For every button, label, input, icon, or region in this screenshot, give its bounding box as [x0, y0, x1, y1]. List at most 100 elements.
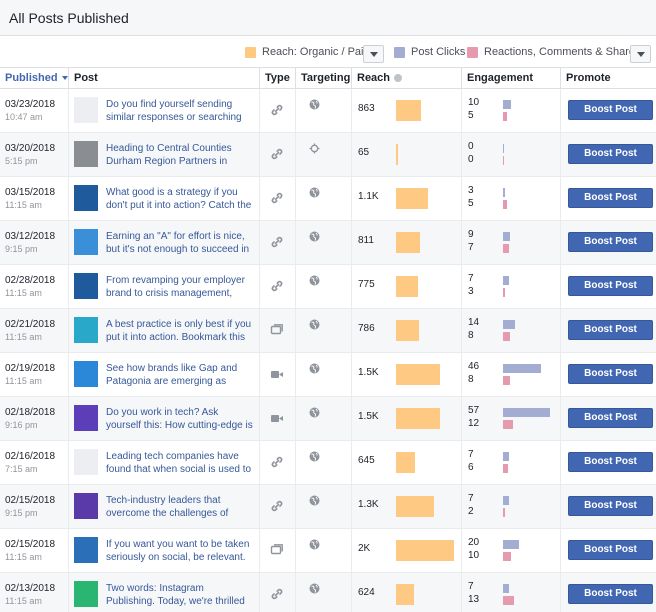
engagement-cell: 7 6	[461, 441, 560, 485]
post-clicks-value: 20	[468, 537, 480, 548]
boost-post-button[interactable]: Boost Post	[568, 100, 653, 120]
post-clicks-bar	[503, 232, 510, 241]
reach-value: 2K	[358, 543, 371, 554]
post-link[interactable]: Leading tech companies have found that w…	[106, 451, 252, 475]
promote-cell: Boost Post	[560, 89, 656, 133]
reactions-bar	[503, 288, 505, 297]
page-header: All Posts Published	[0, 0, 656, 36]
boost-post-button[interactable]: Boost Post	[568, 276, 653, 296]
reactions-value: 6	[468, 462, 474, 473]
column-header-published[interactable]: Published	[0, 68, 68, 89]
type-cell	[259, 397, 295, 441]
boost-post-button[interactable]: Boost Post	[568, 188, 653, 208]
boost-post-button[interactable]: Boost Post	[568, 584, 653, 604]
post-clicks-bar	[503, 452, 509, 461]
globe-icon	[309, 99, 320, 110]
post-thumbnail[interactable]	[74, 361, 98, 387]
post-link[interactable]: See how brands like Gap and Patagonia ar…	[106, 363, 238, 387]
post-clicks-value: 46	[468, 361, 480, 372]
post-thumbnail[interactable]	[74, 185, 98, 211]
post-cell: A best practice is only best if you put …	[68, 309, 259, 353]
post-date: 03/15/2018	[5, 187, 56, 198]
post-date: 02/21/2018	[5, 319, 56, 330]
boost-post-button[interactable]: Boost Post	[568, 496, 653, 516]
reach-cell: 1.5K	[351, 353, 461, 397]
engagement-dropdown-button[interactable]	[630, 45, 651, 63]
post-cell: Leading tech companies have found that w…	[68, 441, 259, 485]
engagement-cell: 7 13	[461, 573, 560, 612]
table-row: 03/20/2018 5:15 pm Heading to Central Co…	[0, 133, 656, 177]
post-time: 9:16 pm	[5, 420, 38, 430]
published-cell: 02/18/2018 9:16 pm	[0, 397, 68, 441]
post-thumbnail[interactable]	[74, 493, 98, 519]
boost-post-button[interactable]: Boost Post	[568, 232, 653, 252]
post-link[interactable]: Earning an "A" for effort is nice, but i…	[106, 231, 250, 255]
boost-post-button[interactable]: Boost Post	[568, 364, 653, 384]
boost-post-button[interactable]: Boost Post	[568, 540, 653, 560]
table-row: 02/28/2018 11:15 am From revamping your …	[0, 265, 656, 309]
album-icon	[270, 323, 284, 337]
engagement-cell: 9 7	[461, 221, 560, 265]
clicks-swatch	[394, 46, 405, 58]
post-time: 9:15 pm	[5, 508, 38, 518]
post-link[interactable]: Do you work in tech? Ask yourself this: …	[106, 407, 253, 431]
reactions-value: 3	[468, 286, 474, 297]
post-thumbnail[interactable]	[74, 317, 98, 343]
link-icon	[270, 455, 284, 469]
column-label: Type	[265, 72, 290, 84]
post-link[interactable]: From revamping your employer brand to cr…	[106, 275, 245, 299]
globe-icon	[309, 495, 320, 506]
post-thumbnail[interactable]	[74, 141, 98, 167]
published-cell: 02/19/2018 11:15 am	[0, 353, 68, 397]
post-clicks-bar	[503, 584, 509, 593]
post-link[interactable]: What good is a strategy if you don't put…	[106, 187, 252, 211]
type-cell	[259, 441, 295, 485]
reach-bar	[396, 232, 420, 253]
reach-cell: 863	[351, 89, 461, 133]
post-clicks-value: 0	[468, 141, 474, 152]
post-cell: Two words: Instagram Publishing. Today, …	[68, 573, 259, 612]
table-row: 03/15/2018 11:15 am What good is a strat…	[0, 177, 656, 221]
post-clicks-value: 7	[468, 449, 474, 460]
post-link[interactable]: If you want you want to be taken serious…	[106, 539, 250, 563]
post-thumbnail[interactable]	[74, 581, 98, 607]
legend-reactions-label: Reactions, Comments & Shares	[484, 46, 641, 58]
reactions-value: 8	[468, 374, 474, 385]
link-icon	[270, 191, 284, 205]
table-row: 02/16/2018 7:15 am Leading tech companie…	[0, 441, 656, 485]
legend-clicks: Post Clicks	[394, 46, 465, 58]
reach-bar	[396, 540, 454, 561]
post-thumbnail[interactable]	[74, 405, 98, 431]
boost-post-button[interactable]: Boost Post	[568, 408, 653, 428]
engagement-cell: 3 5	[461, 177, 560, 221]
post-link[interactable]: Do you find yourself sending similar res…	[106, 99, 242, 123]
post-link[interactable]: A best practice is only best if you put …	[106, 319, 252, 343]
reach-value: 65	[358, 147, 370, 158]
boost-post-button[interactable]: Boost Post	[568, 320, 653, 340]
reactions-bar	[503, 376, 510, 385]
info-icon[interactable]	[394, 74, 403, 83]
boost-post-button[interactable]: Boost Post	[568, 452, 653, 472]
reactions-value: 2	[468, 506, 474, 517]
post-thumbnail[interactable]	[74, 537, 98, 563]
reach-bar	[396, 584, 414, 605]
post-thumbnail[interactable]	[74, 273, 98, 299]
targeting-cell	[295, 397, 351, 441]
boost-post-button[interactable]: Boost Post	[568, 144, 653, 164]
reach-bar	[396, 100, 421, 121]
post-link[interactable]: Two words: Instagram Publishing. Today, …	[106, 583, 245, 607]
type-cell	[259, 221, 295, 265]
engagement-cell: 10 5	[461, 89, 560, 133]
post-cell: Heading to Central Counties Durham Regio…	[68, 133, 259, 177]
post-cell: If you want you want to be taken serious…	[68, 529, 259, 573]
post-thumbnail[interactable]	[74, 229, 98, 255]
post-link[interactable]: Tech-industry leaders that overcome the …	[106, 495, 229, 519]
post-thumbnail[interactable]	[74, 97, 98, 123]
post-link[interactable]: Heading to Central Counties Durham Regio…	[106, 143, 232, 167]
published-cell: 02/15/2018 11:15 am	[0, 529, 68, 573]
type-cell	[259, 309, 295, 353]
post-thumbnail[interactable]	[74, 449, 98, 475]
post-clicks-value: 57	[468, 405, 480, 416]
reach-dropdown-button[interactable]	[363, 45, 384, 63]
reach-bar	[396, 188, 428, 209]
